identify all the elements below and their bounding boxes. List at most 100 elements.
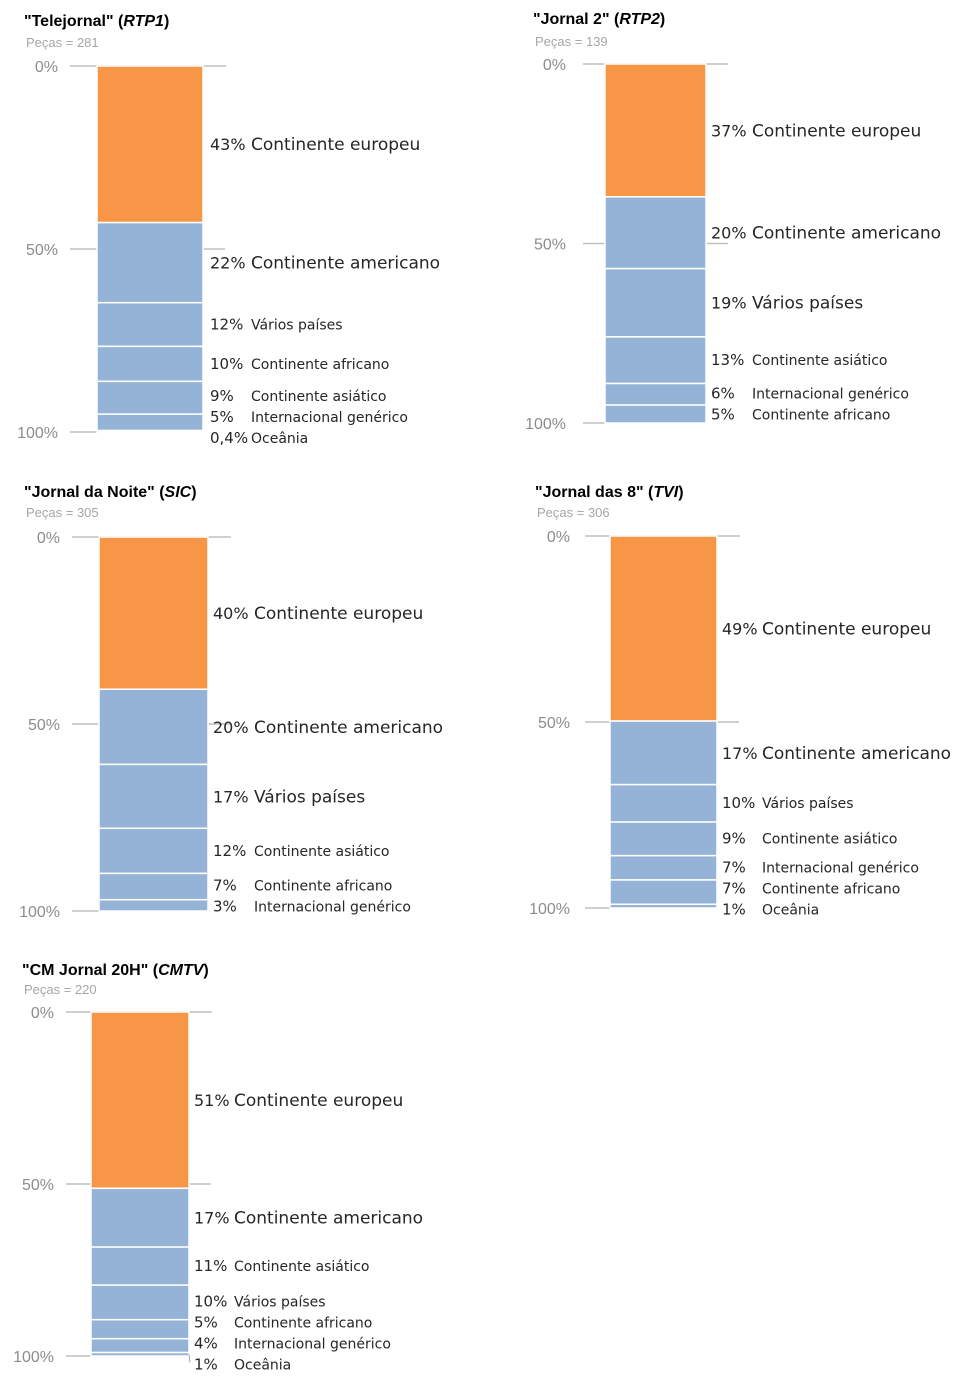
data-label-percent: 51% <box>194 1091 230 1110</box>
data-label-category: Continente americano <box>254 718 443 738</box>
bar-segment-varios-paises <box>98 763 209 830</box>
chart-title-channel: RTP1 <box>123 13 164 30</box>
data-label-percent: 4% <box>194 1334 218 1352</box>
data-label-category: Continente europeu <box>234 1091 403 1111</box>
data-label-category: Continente asiático <box>254 844 390 860</box>
data-label-percent: 10% <box>722 794 755 812</box>
y-tick-label: 100% <box>17 425 58 442</box>
data-label-category: Internacional genérico <box>251 410 408 426</box>
bar-segment-continente-europeu <box>90 1011 190 1190</box>
chart-title-end: ) <box>660 11 665 28</box>
bar-segment-internacional-generico <box>609 854 718 881</box>
data-label-percent: 5% <box>194 1313 218 1331</box>
bar-segment-continente-americano <box>604 196 707 270</box>
bar-segment-internacional-generico <box>90 1337 190 1354</box>
data-label-category: Continente americano <box>251 254 440 274</box>
y-tick-label: 0% <box>35 59 58 76</box>
data-label-category: Internacional genérico <box>234 1336 391 1352</box>
data-label-category: Oceânia <box>762 903 819 919</box>
y-tick-label: 50% <box>534 237 566 254</box>
chart-title-channel: SIC <box>165 484 192 501</box>
data-label-percent: 37% <box>711 121 747 140</box>
data-label-percent: 13% <box>711 351 744 369</box>
data-label-category: Continente africano <box>752 408 890 424</box>
y-tick-label: 50% <box>26 242 58 259</box>
bar-segment-continente-asiatico <box>609 821 718 857</box>
bar-segment-continente-americano <box>98 688 209 766</box>
bar-segment-continente-europeu <box>604 63 707 198</box>
y-tick-label: 100% <box>13 1349 54 1366</box>
bar-segment-continente-asiatico <box>96 380 204 415</box>
chart-title: "Jornal das 8" (TVI) <box>535 484 684 501</box>
bar-segment-continente-americano <box>90 1187 190 1248</box>
data-label-percent: 20% <box>213 718 249 737</box>
leader-line <box>188 1354 191 1363</box>
data-label-category: Vários países <box>254 787 365 807</box>
data-label-category: Continente europeu <box>752 121 921 141</box>
y-tick-label: 100% <box>525 416 566 433</box>
chart-subtitle: Peças = 305 <box>26 505 99 520</box>
data-label-category: Internacional genérico <box>762 861 919 877</box>
chart-title: "Jornal da Noite" (SIC) <box>24 484 197 501</box>
bar-segment-continente-asiatico <box>98 827 209 875</box>
chart-title: "Telejornal" (RTP1) <box>24 13 169 30</box>
bar-segment-oceania <box>90 1351 190 1357</box>
data-label-percent: 49% <box>722 619 758 638</box>
data-label-category: Continente africano <box>251 357 389 373</box>
data-label-percent: 40% <box>213 604 249 623</box>
data-label-percent: 19% <box>711 294 747 313</box>
bar-segment-continente-europeu <box>609 535 718 722</box>
chart-title-end: ) <box>678 484 683 501</box>
chart-subtitle: Peças = 306 <box>537 505 610 520</box>
data-label-category: Continente asiático <box>234 1259 370 1275</box>
bar-segment-internacional-generico <box>96 413 204 432</box>
chart-title-text: "Jornal da Noite" ( <box>24 484 165 501</box>
data-label-category: Oceânia <box>251 431 308 447</box>
data-label-percent: 17% <box>722 744 758 763</box>
data-label-percent: 1% <box>722 901 746 919</box>
data-label-category: Continente asiático <box>251 389 387 405</box>
data-label-category: Continente americano <box>762 744 951 764</box>
chart-2: "Jornal 2" (RTP2) Peças = 139 0% 50% 100% 37%… <box>525 11 941 433</box>
bar-segment-varios-paises <box>90 1284 190 1321</box>
y-tick-label: 100% <box>529 901 570 918</box>
data-label-category: Vários países <box>251 317 343 333</box>
y-tick-label: 0% <box>31 1005 54 1022</box>
bar-segment-varios-paises <box>96 301 204 348</box>
y-tick-label: 0% <box>37 530 60 547</box>
chart-5: "CM Jornal 20H" (CMTV) Peças = 220 0% 50% 10… <box>13 962 423 1373</box>
data-label-category: Oceânia <box>234 1357 291 1373</box>
y-tick-label: 50% <box>22 1177 54 1194</box>
bar-segment-continente-africano <box>96 345 204 383</box>
chart-subtitle: Peças = 281 <box>26 35 99 50</box>
data-label-percent: 7% <box>722 859 746 877</box>
data-label-category: Internacional genérico <box>254 899 411 915</box>
data-label-percent: 5% <box>711 406 735 424</box>
bar-segment-continente-africano <box>604 404 707 424</box>
data-label-percent: 9% <box>210 387 234 405</box>
data-label-percent: 10% <box>210 355 243 373</box>
data-label-percent: 43% <box>210 135 246 154</box>
data-label-category: Continente africano <box>234 1315 372 1331</box>
chart-title-text: "Jornal 2" ( <box>533 11 620 28</box>
bar-segment-continente-africano <box>98 872 209 901</box>
data-label-category: Continente europeu <box>762 619 931 639</box>
bar-segment-continente-americano <box>96 221 204 304</box>
bar-segment-continente-americano <box>609 720 718 786</box>
y-tick-label: 50% <box>28 717 60 734</box>
chart-title-end: ) <box>164 13 169 30</box>
data-label-category: Vários países <box>762 796 854 812</box>
y-tick-label: 0% <box>543 57 566 74</box>
data-label-percent: 17% <box>194 1209 230 1228</box>
bar-segment-oceania <box>609 903 718 909</box>
data-label-percent: 1% <box>194 1355 218 1373</box>
chart-4: "Jornal das 8" (TVI) Peças = 306 0% 50% 100%… <box>529 484 951 919</box>
data-label-category: Continente asiático <box>762 832 898 848</box>
y-tick-label: 0% <box>547 529 570 546</box>
data-label-percent: 7% <box>722 880 746 898</box>
bar-segment-continente-africano <box>90 1318 190 1340</box>
bar-segment-continente-europeu <box>96 65 204 224</box>
data-label-category: Continente americano <box>234 1209 423 1229</box>
y-tick-label: 100% <box>19 904 60 921</box>
